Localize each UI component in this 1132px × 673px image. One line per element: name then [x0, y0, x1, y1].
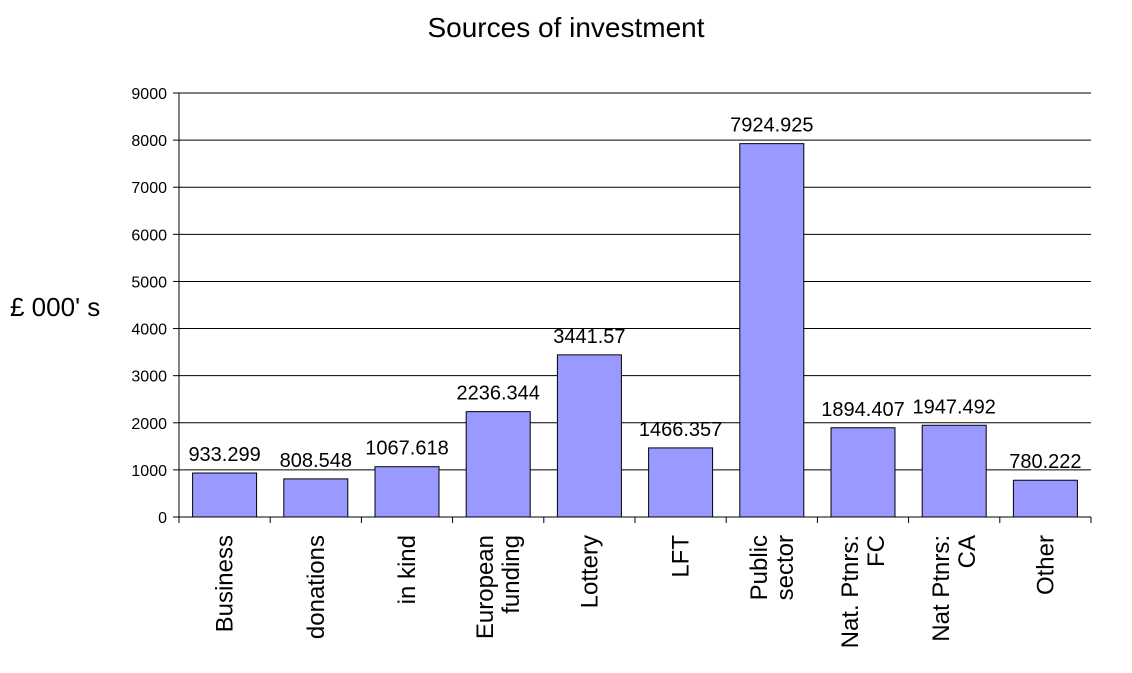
data-label: 1947.492 — [912, 396, 995, 418]
x-category-label: Nat Ptnrs: CA — [928, 535, 981, 642]
bar — [283, 478, 349, 518]
bar — [556, 354, 622, 518]
x-category-line: European — [472, 535, 499, 639]
y-tick-label: 1000 — [131, 463, 167, 480]
y-tick-label: 8000 — [131, 133, 167, 150]
x-category-label: European funding — [472, 535, 525, 639]
y-tick-label: 4000 — [131, 322, 167, 339]
data-label: 808.548 — [280, 450, 352, 472]
x-category-line: CA — [954, 535, 981, 568]
bar — [739, 143, 805, 518]
y-tick-label: 2000 — [131, 416, 167, 433]
x-category-line: Lottery — [576, 535, 603, 608]
x-category-line: Public — [746, 535, 773, 600]
gridlines — [179, 92, 1091, 471]
axes — [173, 92, 1092, 523]
y-tick-label: 6000 — [131, 227, 167, 244]
x-category-label: Nat. Ptnrs: FC — [837, 535, 890, 648]
y-tick-label: 9000 — [131, 86, 167, 103]
chart-title: Sources of investment — [427, 12, 704, 43]
x-category-label: Other — [1032, 535, 1059, 595]
bar — [648, 447, 714, 518]
x-category-label: donations — [303, 535, 330, 639]
data-label: 7924.925 — [730, 115, 813, 137]
x-category-label: Business — [212, 535, 239, 632]
y-axis-label: £ 000' s — [10, 292, 100, 322]
bar — [830, 427, 896, 518]
x-category-label: Public sector — [746, 535, 799, 600]
x-category-label: in kind — [394, 535, 421, 604]
x-category-line: donations — [303, 535, 330, 639]
data-label: 933.299 — [188, 444, 260, 466]
x-category-line: sector — [772, 535, 799, 600]
data-label: 3441.57 — [553, 326, 625, 348]
x-category-line: FC — [863, 535, 890, 567]
x-category-line: LFT — [668, 535, 695, 578]
bar — [921, 424, 987, 518]
x-category-line: Business — [212, 535, 239, 632]
x-category-line: Nat. Ptnrs: — [837, 535, 864, 648]
y-tick-label: 0 — [158, 510, 167, 527]
data-labels: 933.299 808.548 1067.618 2236.344 3441.57 146… — [188, 115, 1081, 474]
bars — [192, 143, 1078, 518]
bar — [374, 466, 440, 518]
x-category-line: Nat Ptnrs: — [928, 535, 955, 642]
data-label: 1894.407 — [821, 399, 904, 421]
data-label: 780.222 — [1009, 451, 1081, 473]
x-category-line: Other — [1032, 535, 1059, 595]
y-tick-labels: 0 1000 2000 3000 4000 5000 6000 7000 8000 9000 — [131, 86, 167, 527]
bar — [465, 411, 531, 518]
x-category-line: in kind — [394, 535, 421, 604]
x-category-line: funding — [498, 535, 525, 614]
data-label: 2236.344 — [456, 383, 539, 405]
y-tick-label: 7000 — [131, 180, 167, 197]
bar — [192, 472, 258, 518]
bar — [1012, 479, 1078, 518]
y-tick-label: 3000 — [131, 369, 167, 386]
data-label: 1466.357 — [639, 419, 722, 441]
y-tick-label: 5000 — [131, 274, 167, 291]
x-category-labels: Business donations in kind European funding L… — [212, 535, 1060, 649]
x-category-label: LFT — [668, 535, 695, 578]
x-category-label: Lottery — [576, 535, 603, 608]
data-label: 1067.618 — [365, 438, 448, 460]
